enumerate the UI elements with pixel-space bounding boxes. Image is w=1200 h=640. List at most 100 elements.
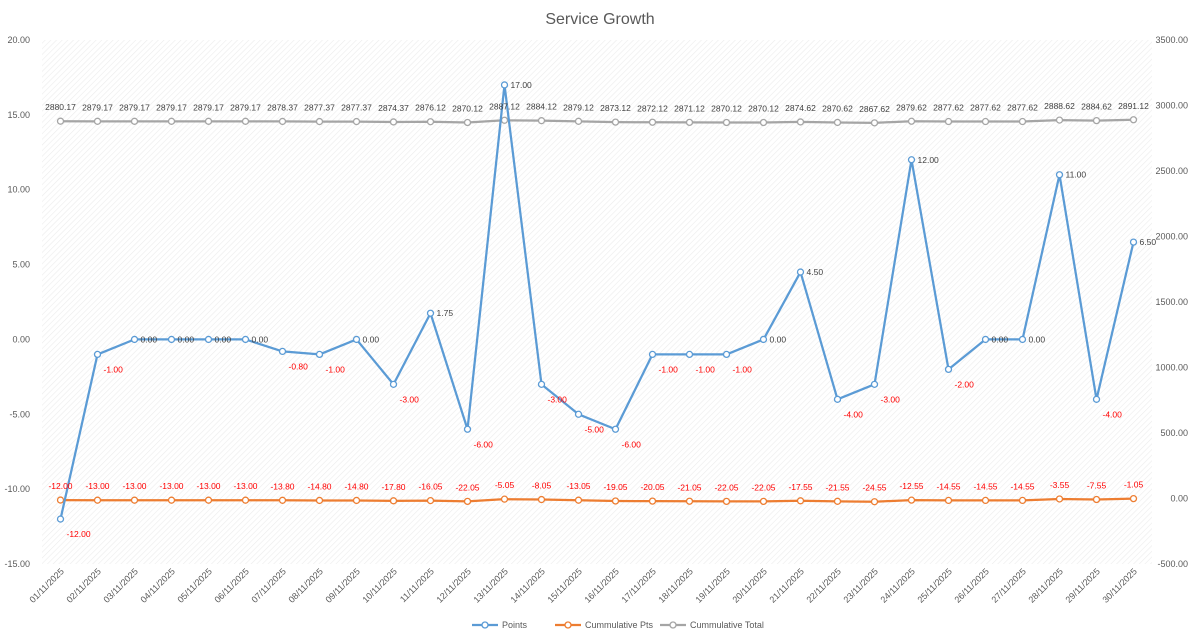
data-point-marker bbox=[426, 309, 435, 317]
data-point-marker bbox=[611, 118, 620, 126]
data-point-marker bbox=[648, 118, 657, 126]
data-point-marker bbox=[130, 335, 139, 344]
x-axis-tick-label: 24/11/2025 bbox=[878, 566, 916, 604]
left-axis-tick-label: 5.00 bbox=[12, 260, 30, 270]
right-axis-tick-label: 3000.00 bbox=[1155, 101, 1188, 111]
data-label: -19.05 bbox=[603, 482, 627, 492]
data-label: 2874.37 bbox=[378, 103, 409, 113]
data-label: -12.00 bbox=[67, 529, 91, 539]
data-label: 2871.12 bbox=[674, 103, 705, 113]
data-label: -13.80 bbox=[270, 481, 294, 491]
data-point-marker bbox=[167, 496, 176, 504]
data-point-marker bbox=[389, 118, 398, 126]
data-label: -13.00 bbox=[159, 481, 183, 491]
x-axis-tick-label: 09/11/2025 bbox=[323, 566, 361, 604]
data-point-marker bbox=[352, 117, 361, 126]
data-label: -3.55 bbox=[1050, 480, 1070, 490]
data-point-marker bbox=[352, 335, 361, 344]
data-label: 2872.12 bbox=[637, 103, 668, 113]
data-point-marker bbox=[93, 117, 102, 125]
data-point-marker bbox=[648, 350, 657, 359]
data-label: 12.00 bbox=[918, 155, 940, 165]
data-label: -14.55 bbox=[973, 481, 997, 491]
x-axis-tick-label: 21/11/2025 bbox=[767, 566, 805, 604]
data-label: 0.00 bbox=[992, 334, 1009, 344]
data-label: -7.55 bbox=[1087, 480, 1107, 490]
data-label: 2879.62 bbox=[896, 102, 927, 112]
data-label: -13.00 bbox=[196, 481, 220, 491]
data-point-marker bbox=[1092, 495, 1101, 504]
data-label: 2880.17 bbox=[45, 102, 76, 112]
data-label: 0.00 bbox=[178, 334, 195, 344]
data-point-marker bbox=[352, 496, 361, 505]
data-label: -4.00 bbox=[844, 409, 864, 419]
legend-label: Points bbox=[502, 620, 528, 630]
data-label: -14.80 bbox=[307, 481, 331, 491]
data-point-marker bbox=[278, 117, 287, 126]
data-point-marker bbox=[1018, 117, 1027, 126]
data-point-marker bbox=[241, 496, 250, 504]
data-label: 2874.62 bbox=[785, 103, 816, 113]
data-label: -1.00 bbox=[659, 364, 679, 374]
data-point-marker bbox=[500, 495, 509, 503]
data-label: -14.55 bbox=[1010, 481, 1034, 491]
data-label: -22.05 bbox=[455, 482, 479, 492]
data-point-marker bbox=[574, 410, 583, 418]
right-axis-tick-label: -500.00 bbox=[1157, 559, 1188, 569]
data-label: -12.00 bbox=[48, 481, 72, 491]
data-point-marker bbox=[685, 350, 694, 359]
data-point-marker bbox=[870, 119, 879, 127]
data-label: 0.00 bbox=[252, 334, 269, 344]
data-point-marker bbox=[537, 117, 546, 125]
data-label: -24.55 bbox=[862, 483, 886, 493]
data-point-marker bbox=[56, 117, 65, 125]
data-point-marker bbox=[278, 347, 287, 356]
data-label: 2879.17 bbox=[119, 102, 150, 112]
data-label: -13.00 bbox=[122, 481, 146, 491]
data-point-marker bbox=[685, 118, 694, 127]
data-label: 2879.17 bbox=[156, 102, 187, 112]
data-label: 0.00 bbox=[363, 334, 380, 344]
data-label: -13.00 bbox=[85, 481, 109, 491]
data-label: 1.75 bbox=[437, 308, 454, 318]
data-point-marker bbox=[93, 350, 102, 359]
series-line-cummulative-total bbox=[60, 118, 1134, 124]
right-axis-tick-label: 500.00 bbox=[1160, 428, 1188, 438]
x-axis-tick-label: 27/11/2025 bbox=[989, 566, 1027, 604]
legend-swatch-marker bbox=[481, 621, 489, 629]
data-label: -22.05 bbox=[751, 482, 775, 492]
data-point-marker bbox=[315, 117, 324, 126]
data-point-marker bbox=[1129, 116, 1138, 124]
data-label: -12.55 bbox=[899, 481, 923, 491]
data-point-marker bbox=[537, 380, 546, 388]
data-point-marker bbox=[574, 117, 583, 125]
data-label: 2879.12 bbox=[563, 102, 594, 112]
data-label: 2877.37 bbox=[304, 103, 335, 113]
data-point-marker bbox=[56, 496, 65, 504]
data-label: -1.05 bbox=[1124, 480, 1144, 490]
data-point-marker bbox=[759, 497, 768, 506]
x-axis-tick-label: 29/11/2025 bbox=[1063, 566, 1101, 604]
data-label: -17.55 bbox=[788, 482, 812, 492]
data-label: -1.00 bbox=[696, 364, 716, 374]
data-label: 6.50 bbox=[1140, 237, 1157, 247]
data-label: 2878.37 bbox=[267, 102, 298, 112]
left-axis-tick-label: -5.00 bbox=[9, 409, 30, 419]
data-label: 2887.12 bbox=[489, 101, 520, 111]
data-point-marker bbox=[463, 425, 472, 433]
data-point-marker bbox=[722, 350, 731, 359]
left-axis-tick-label: 20.00 bbox=[7, 35, 30, 45]
legend-swatch-marker bbox=[669, 621, 677, 629]
data-label: -6.00 bbox=[474, 439, 494, 449]
data-point-marker bbox=[833, 395, 842, 403]
x-axis-tick-label: 12/11/2025 bbox=[434, 566, 472, 604]
data-label: -8.05 bbox=[532, 481, 552, 491]
x-axis-tick-label: 10/11/2025 bbox=[360, 566, 398, 604]
chart-title: Service Growth bbox=[545, 11, 654, 28]
data-label: 2870.12 bbox=[748, 104, 779, 114]
data-point-marker bbox=[130, 496, 139, 504]
data-label: 2870.12 bbox=[452, 104, 483, 114]
data-label: -22.05 bbox=[714, 482, 738, 492]
left-axis-tick-label: 10.00 bbox=[7, 185, 30, 195]
data-point-marker bbox=[1129, 238, 1138, 246]
